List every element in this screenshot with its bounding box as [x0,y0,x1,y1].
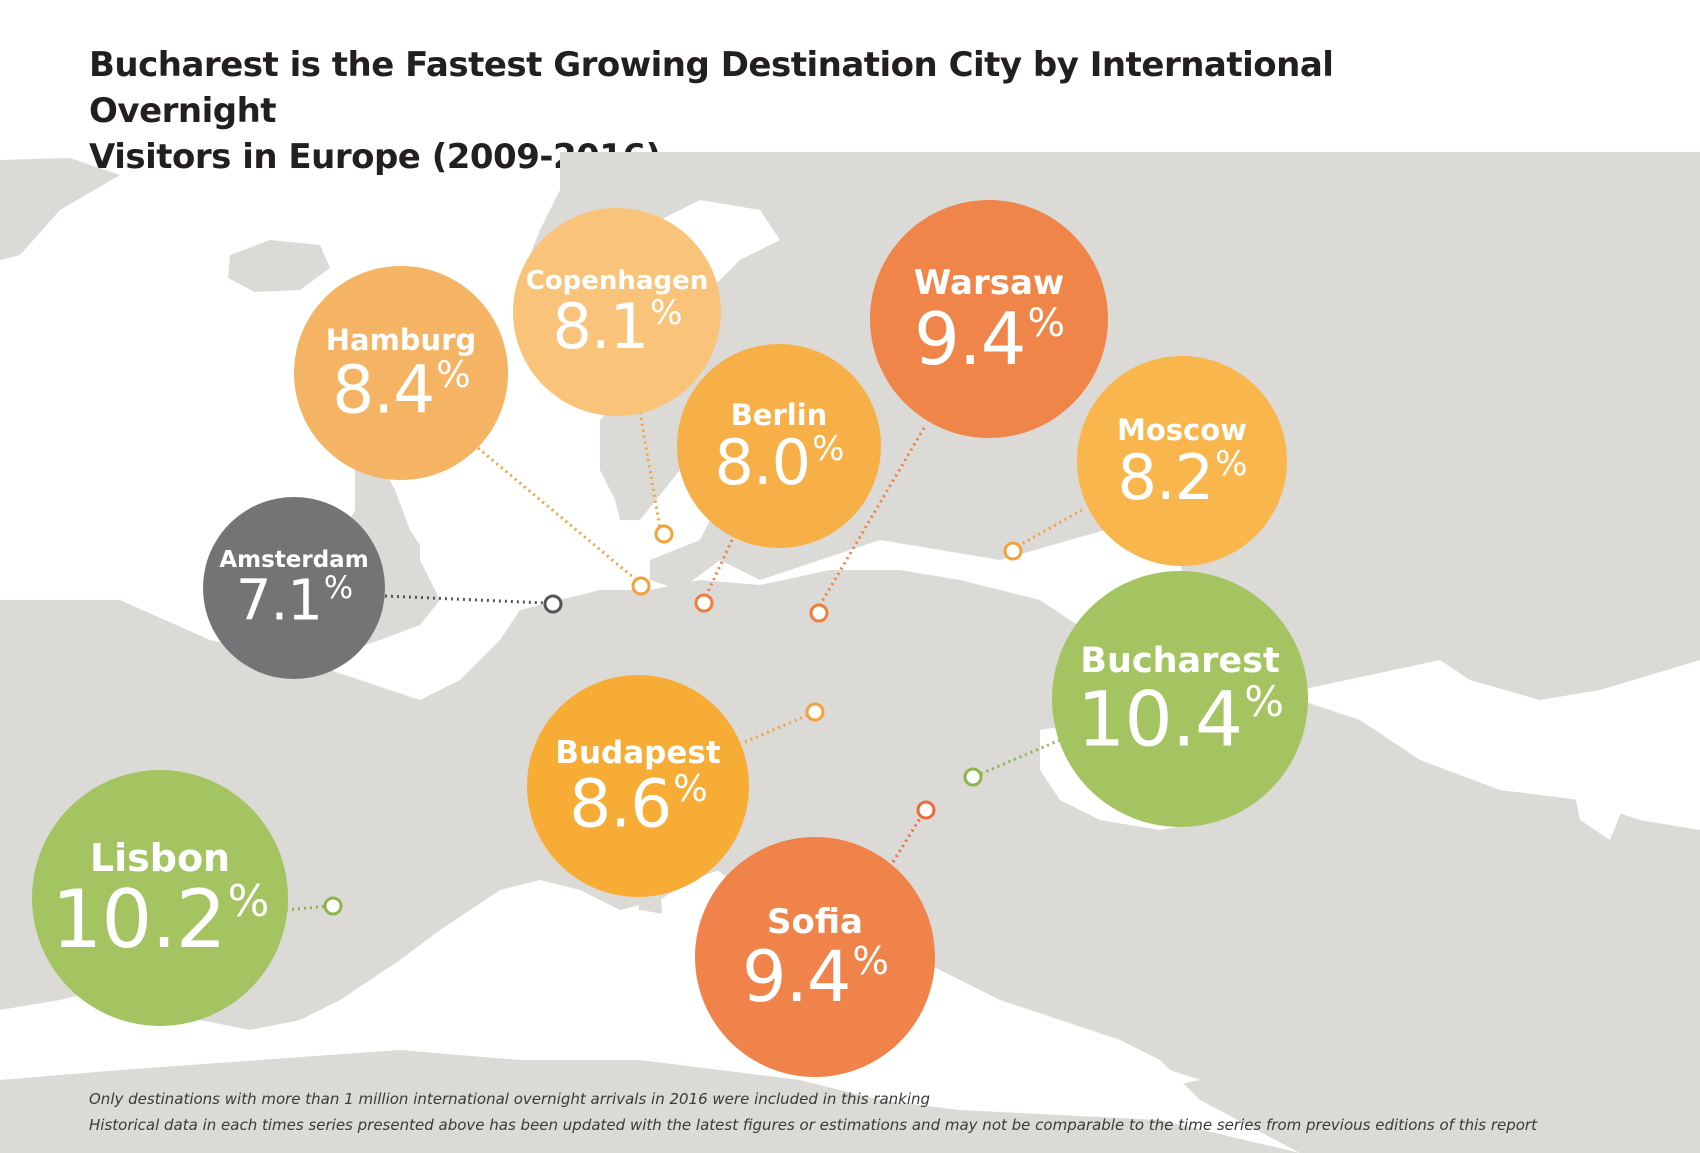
marker-hamburg [631,576,651,596]
city-growth: 8.0% [714,426,845,499]
city-name: Bucharest [1080,640,1280,681]
city-name: Budapest [555,734,721,771]
bubble-copenhagen: Copenhagen 8.1% [513,208,721,416]
city-growth: 10.2% [51,873,270,966]
city-growth: 8.4% [332,351,470,429]
land-north-africa [0,1050,1300,1153]
city-growth: 8.6% [569,765,707,843]
city-name: Berlin [730,398,828,432]
connector-berlin [704,539,734,597]
connector-hamburg [477,446,641,585]
city-name: Warsaw [913,263,1065,303]
marker-budapest [805,702,825,722]
footnotes: Only destinations with more than 1 milli… [89,1086,1649,1138]
bubble-moscow: Moscow 8.2% [1077,356,1287,566]
land-anatolia [1120,820,1700,1000]
footnote-1: Only destinations with more than 1 milli… [89,1090,931,1108]
bubble-berlin: Berlin 8.0% [677,344,881,548]
marker-amsterdam [543,594,563,614]
city-name: Lisbon [89,836,231,880]
bubble-amsterdam: Amsterdam 7.1% [203,497,385,679]
city-name: Copenhagen [525,266,709,296]
title-line-1: Bucharest is the Fastest Growing Destina… [89,45,1334,131]
land-greenland [0,158,120,260]
city-growth: 9.4% [742,936,889,1018]
bubble-sofia: Sofia 9.4% [695,837,935,1077]
connector-warsaw [818,427,926,606]
city-growth: 8.1% [552,290,683,363]
city-growth: 8.2% [1117,441,1248,514]
sea-caspian [1570,720,1630,840]
marker-warsaw [809,603,829,623]
bubble-budapest: Budapest 8.6% [527,675,749,897]
city-growth: 7.1% [235,568,353,634]
marker-copenhagen [654,524,674,544]
city-name: Amsterdam [219,546,369,573]
marker-berlin [694,593,714,613]
bubble-bucharest: Bucharest 10.4% [1052,571,1308,827]
connector-bucharest [979,738,1061,776]
city-growth: 9.4% [913,297,1065,381]
connector-moscow [1017,508,1083,548]
bubble-hamburg: Hamburg 8.4% [294,266,508,480]
markers [323,524,1023,916]
marker-lisbon [323,896,343,916]
land-iceland [228,240,330,292]
bubble-lisbon: Lisbon 10.2% [32,770,288,1026]
marker-bucharest [963,767,983,787]
connectors [285,411,1083,912]
footnote-2: Historical data in each times series pre… [89,1116,1537,1134]
connector-lisbon [285,904,329,912]
city-name: Sofia [767,902,863,942]
city-name: Hamburg [325,322,477,357]
bubble-warsaw: Warsaw 9.4% [870,200,1108,438]
connector-copenhagen [638,411,662,529]
marker-moscow [1003,541,1023,561]
marker-sofia [916,800,936,820]
city-growth: 10.4% [1077,674,1284,764]
city-name: Moscow [1117,413,1247,447]
